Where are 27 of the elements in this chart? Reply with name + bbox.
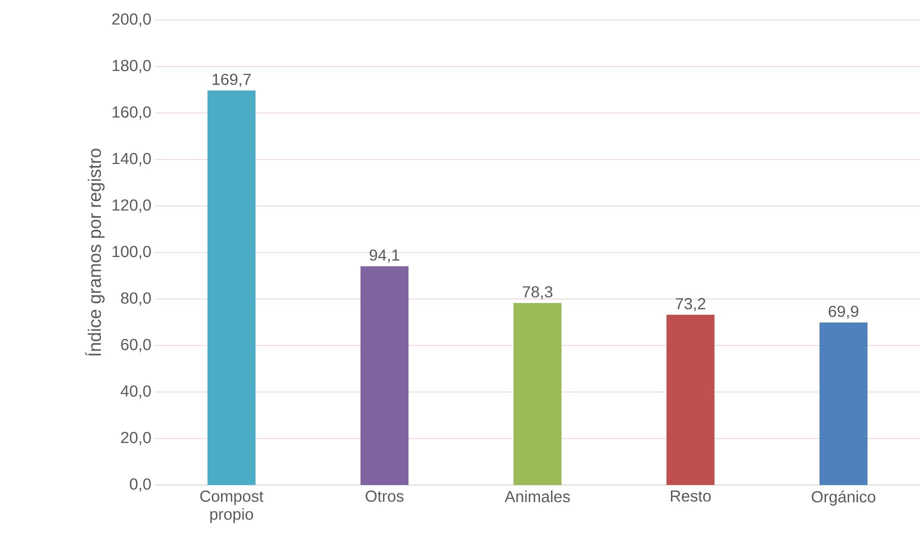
bar (208, 90, 256, 485)
y-tick-label: 160,0 (112, 106, 151, 120)
y-tick-label: 40,0 (120, 385, 151, 399)
y-tick-label: 0,0 (130, 478, 151, 492)
data-label: 78,3 (522, 286, 552, 300)
data-label: 94,1 (370, 249, 400, 263)
y-tick-label: 100,0 (112, 246, 151, 260)
bar (666, 314, 714, 485)
x-tick-label: Compost propio (200, 490, 264, 524)
x-tick-label: Resto (670, 490, 711, 502)
y-tick-label: 60,0 (121, 338, 151, 352)
y-tick-label: 140,0 (112, 152, 151, 166)
data-label: 69,9 (828, 306, 858, 319)
x-tick-label: Animales (504, 490, 570, 502)
bar (820, 322, 868, 485)
x-tick-label: Otros (366, 490, 404, 502)
y-tick-label: 120,0 (112, 199, 151, 213)
y-tick-label: 80,0 (121, 292, 151, 306)
bar (360, 266, 409, 485)
bar (514, 302, 562, 485)
y-tick-label: 200,0 (112, 13, 151, 27)
y-axis-title: Índice gramos por registro (85, 148, 105, 356)
data-label: 169,7 (212, 74, 251, 87)
x-tick-label: Orgánico (812, 490, 876, 506)
y-tick-label: 180,0 (112, 60, 151, 74)
y-tick-label: 20,0 (121, 432, 151, 446)
data-label: 73,2 (676, 298, 706, 312)
